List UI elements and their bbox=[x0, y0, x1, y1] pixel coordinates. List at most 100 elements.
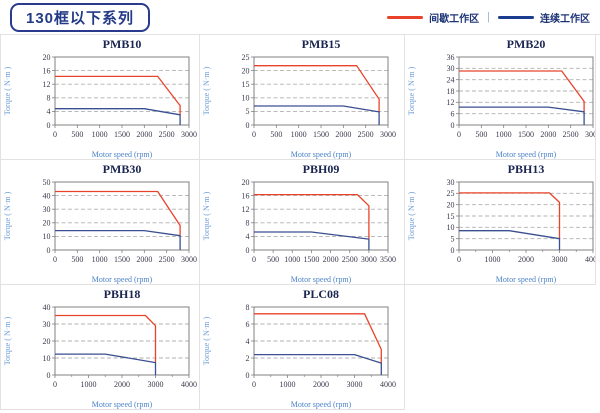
svg-text:1000: 1000 bbox=[496, 130, 512, 139]
svg-text:5: 5 bbox=[246, 107, 250, 116]
svg-text:1500: 1500 bbox=[518, 130, 534, 139]
svg-text:4000: 4000 bbox=[585, 255, 596, 264]
svg-text:5: 5 bbox=[451, 234, 455, 243]
svg-text:0: 0 bbox=[246, 371, 250, 380]
svg-text:16: 16 bbox=[242, 191, 250, 200]
chart-cell-PMB30: 0 10 20 30 40 50 0 500 1000 1500 2000 2500 3000 PMB30… bbox=[0, 160, 200, 285]
svg-text:15: 15 bbox=[242, 80, 250, 89]
svg-text:3000: 3000 bbox=[347, 380, 363, 389]
svg-text:30: 30 bbox=[43, 320, 51, 329]
svg-text:Torque ( N·m ): Torque ( N·m ) bbox=[202, 66, 211, 115]
chart-PBH13: 0 5 10 15 20 25 30 0 1000 2000 3000 4000 PBH13 Torque… bbox=[405, 160, 595, 284]
svg-text:PMB30: PMB30 bbox=[103, 162, 142, 176]
chart-svg-PBH09: 0 4 8 12 16 20 0 500 1000 1500 2000 2500 3000 3500 PBH… bbox=[202, 162, 396, 284]
svg-text:0: 0 bbox=[53, 130, 57, 139]
svg-text:4000: 4000 bbox=[181, 380, 197, 389]
svg-text:Torque ( N·m ): Torque ( N·m ) bbox=[407, 191, 416, 240]
chart-cell-PBH13: 0 5 10 15 20 25 30 0 1000 2000 3000 4000 PBH13 Torque… bbox=[405, 160, 596, 285]
svg-text:0: 0 bbox=[47, 371, 51, 380]
svg-text:2000: 2000 bbox=[335, 130, 351, 139]
chart-svg-PMB20: 0 6 12 18 24 30 36 0 500 1000 1500 2000 2500 3000 PMB2… bbox=[407, 37, 595, 159]
svg-text:1500: 1500 bbox=[303, 255, 319, 264]
svg-text:2500: 2500 bbox=[342, 255, 358, 264]
svg-text:Torque ( N·m ): Torque ( N·m ) bbox=[407, 66, 416, 115]
svg-text:PBH13: PBH13 bbox=[508, 162, 545, 176]
chart-cell-PMB20: 0 6 12 18 24 30 36 0 500 1000 1500 2000 2500 3000 PMB2… bbox=[405, 35, 596, 160]
svg-text:10: 10 bbox=[43, 354, 51, 363]
svg-text:PMB20: PMB20 bbox=[507, 37, 546, 51]
svg-text:Motor speed (rpm): Motor speed (rpm) bbox=[92, 150, 153, 159]
svg-text:3000: 3000 bbox=[148, 380, 164, 389]
svg-text:3000: 3000 bbox=[361, 255, 377, 264]
chart-svg-PMB10: 0 4 8 12 16 20 0 500 1000 1500 2000 2500 3000 PMB10 To… bbox=[3, 37, 197, 159]
chart-PLC08: 0 2 4 6 8 0 1000 2000 3000 4000 PLC08 Torque ( N·m … bbox=[200, 285, 404, 409]
svg-text:8: 8 bbox=[246, 219, 250, 228]
svg-text:6: 6 bbox=[451, 109, 455, 118]
svg-text:PBH09: PBH09 bbox=[303, 162, 340, 176]
svg-text:12: 12 bbox=[43, 80, 51, 89]
svg-text:20: 20 bbox=[242, 178, 250, 187]
series-title: 130框以下系列 bbox=[10, 2, 151, 32]
svg-text:0: 0 bbox=[53, 380, 57, 389]
svg-text:6: 6 bbox=[246, 320, 250, 329]
svg-text:12: 12 bbox=[242, 205, 250, 214]
chart-svg-PBH13: 0 5 10 15 20 25 30 0 1000 2000 3000 4000 PBH13 Torque… bbox=[407, 162, 596, 284]
svg-text:Motor speed (rpm): Motor speed (rpm) bbox=[291, 150, 352, 159]
svg-text:0: 0 bbox=[246, 246, 250, 255]
svg-text:Motor speed (rpm): Motor speed (rpm) bbox=[291, 275, 352, 284]
svg-text:2500: 2500 bbox=[159, 255, 175, 264]
svg-text:1500: 1500 bbox=[114, 130, 130, 139]
svg-text:4000: 4000 bbox=[380, 380, 396, 389]
svg-text:10: 10 bbox=[242, 94, 250, 103]
chart-PMB15: 0 5 10 15 20 25 0 500 1000 1500 2000 2500 3000 PMB15 T… bbox=[200, 35, 404, 159]
svg-text:50: 50 bbox=[43, 178, 51, 187]
chart-PBH09: 0 4 8 12 16 20 0 500 1000 1500 2000 2500 3000 3500 PBH… bbox=[200, 160, 404, 284]
chart-cell-PBH18: 0 10 20 30 40 0 1000 2000 3000 4000 PBH18 Torque ( … bbox=[0, 285, 200, 410]
svg-text:1000: 1000 bbox=[291, 130, 307, 139]
svg-text:1500: 1500 bbox=[114, 255, 130, 264]
svg-text:2: 2 bbox=[246, 354, 250, 363]
chart-svg-PMB15: 0 5 10 15 20 25 0 500 1000 1500 2000 2500 3000 PMB15 T… bbox=[202, 37, 396, 159]
svg-text:500: 500 bbox=[71, 255, 83, 264]
svg-text:15: 15 bbox=[447, 212, 455, 221]
svg-text:2000: 2000 bbox=[323, 255, 339, 264]
svg-text:2000: 2000 bbox=[313, 380, 329, 389]
svg-text:3000: 3000 bbox=[181, 255, 197, 264]
legend-separator: | bbox=[487, 11, 490, 23]
svg-text:Torque ( N·m ): Torque ( N·m ) bbox=[202, 316, 211, 365]
charts-grid: 0 4 8 12 16 20 0 500 1000 1500 2000 2500 3000 PMB10 To… bbox=[0, 34, 600, 410]
empty-cell bbox=[405, 285, 596, 410]
svg-text:2000: 2000 bbox=[136, 130, 152, 139]
svg-text:40: 40 bbox=[43, 191, 51, 200]
svg-text:500: 500 bbox=[267, 255, 279, 264]
svg-text:Motor speed (rpm): Motor speed (rpm) bbox=[92, 400, 153, 409]
svg-text:500: 500 bbox=[71, 130, 83, 139]
svg-text:3500: 3500 bbox=[380, 255, 396, 264]
legend-label-intermittent: 间歇工作区 bbox=[429, 13, 480, 25]
svg-text:1000: 1000 bbox=[280, 380, 296, 389]
svg-text:40: 40 bbox=[43, 303, 51, 312]
svg-text:10: 10 bbox=[447, 223, 455, 232]
svg-text:Torque ( N·m ): Torque ( N·m ) bbox=[202, 191, 211, 240]
chart-PMB30: 0 10 20 30 40 50 0 500 1000 1500 2000 2500 3000 PMB30… bbox=[1, 160, 199, 284]
svg-text:1000: 1000 bbox=[81, 380, 97, 389]
svg-text:16: 16 bbox=[43, 66, 51, 75]
chart-svg-PBH18: 0 10 20 30 40 0 1000 2000 3000 4000 PBH18 Torque ( … bbox=[3, 287, 197, 409]
svg-text:20: 20 bbox=[43, 337, 51, 346]
svg-text:0: 0 bbox=[252, 380, 256, 389]
svg-text:18: 18 bbox=[447, 87, 455, 96]
svg-text:8: 8 bbox=[246, 303, 250, 312]
legend-item-continuous: 连续工作区 bbox=[498, 10, 590, 25]
svg-text:PMB10: PMB10 bbox=[103, 37, 142, 51]
svg-text:30: 30 bbox=[43, 205, 51, 214]
chart-svg-PLC08: 0 2 4 6 8 0 1000 2000 3000 4000 PLC08 Torque ( N·m … bbox=[202, 287, 396, 409]
chart-cell-PMB15: 0 5 10 15 20 25 0 500 1000 1500 2000 2500 3000 PMB15 T… bbox=[200, 35, 405, 160]
svg-text:0: 0 bbox=[47, 121, 51, 130]
svg-text:0: 0 bbox=[252, 130, 256, 139]
svg-text:2000: 2000 bbox=[540, 130, 556, 139]
svg-text:Torque ( N·m ): Torque ( N·m ) bbox=[3, 316, 12, 365]
chart-cell-PBH09: 0 4 8 12 16 20 0 500 1000 1500 2000 2500 3000 3500 PBH… bbox=[200, 160, 405, 285]
svg-text:30: 30 bbox=[447, 178, 455, 187]
svg-text:10: 10 bbox=[43, 232, 51, 241]
svg-text:20: 20 bbox=[447, 200, 455, 209]
